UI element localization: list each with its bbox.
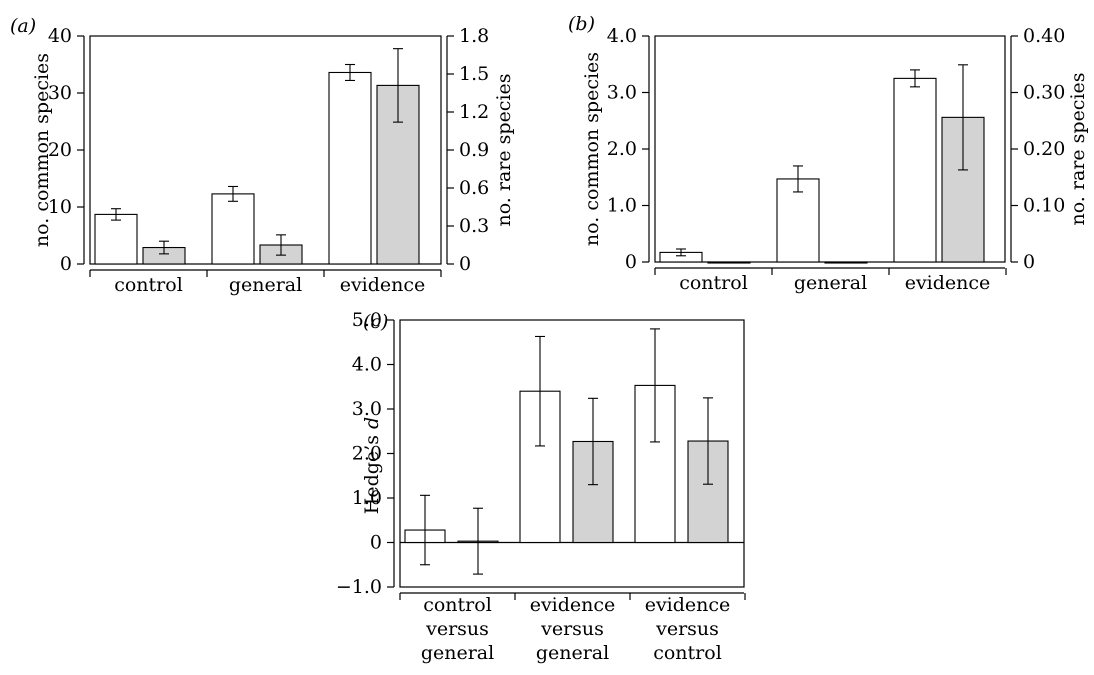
- panel-b-right-tick-label: 0: [1023, 251, 1035, 273]
- panel-c-label: (c): [363, 311, 388, 333]
- panel-a-right-tick-label: 1.8: [459, 25, 489, 47]
- panel-a-right-tick-label: 0: [459, 253, 471, 275]
- panel-b-bar: [824, 261, 868, 264]
- panel-c-frame: [399, 319, 745, 588]
- panel-b-left-tick-label: 4.0: [607, 25, 637, 47]
- panel-b-bar: [776, 178, 820, 263]
- panel-a-right-tick-label: 1.5: [459, 63, 489, 85]
- panel-c-category-label: versus: [540, 618, 604, 640]
- panel-a-left-tick-label: 40: [48, 25, 72, 47]
- panel-b-bar: [707, 261, 751, 264]
- panel-a-right-tick-label: 0.9: [459, 139, 489, 161]
- panel-b-category-label: evidence: [905, 272, 991, 294]
- panel-a-category-label: evidence: [340, 274, 426, 296]
- panel-a-bar: [328, 71, 372, 265]
- panel-b-right-axis-title: no. rare species: [1067, 72, 1089, 225]
- panel-c-left-tick-label: 4.0: [352, 354, 382, 376]
- panel-b-category-label: general: [794, 272, 867, 294]
- panel-b-left-axis-title: no. common species: [581, 52, 603, 246]
- panel-c-left-tick-label: 5.0: [352, 309, 382, 331]
- panel-a-left-axis-title: no. common species: [31, 53, 53, 247]
- panel-c-category-label: general: [536, 642, 609, 664]
- panel-b-left-tick-label: 2.0: [607, 138, 637, 160]
- panel-c-category-label: general: [421, 642, 494, 664]
- panel-c-left-tick-label: 1.0: [352, 487, 382, 509]
- panel-a-left-tick-label: 20: [48, 139, 72, 161]
- panel-b-bar: [893, 77, 937, 263]
- panel-a-left-tick-label: 10: [48, 196, 72, 218]
- panel-a-right-tick-label: 0.6: [459, 177, 489, 199]
- panel-a-right-tick-label: 0.3: [459, 215, 489, 237]
- panel-c-category-label: versus: [655, 618, 719, 640]
- panel-b-right-tick-label: 0.20: [1023, 138, 1065, 160]
- panel-b-left-tick-label: 0: [625, 251, 637, 273]
- panel-c-category-label: versus: [425, 618, 489, 640]
- panel-a-category-label: control: [114, 274, 183, 296]
- panel-c-left-tick-label: −1.0: [336, 576, 382, 598]
- panel-c-y-axis-title: Hedge’s d: [361, 417, 383, 514]
- panel-c-left-tick-label: 3.0: [352, 398, 382, 420]
- panel-a-right-tick-label: 1.2: [459, 101, 489, 123]
- panel-c-left-tick-label: 0: [370, 532, 382, 554]
- panel-b-category-label: control: [679, 272, 748, 294]
- panel-b-right-tick-label: 0.30: [1023, 82, 1065, 104]
- panel-b-right-tick-label: 0.10: [1023, 195, 1065, 217]
- panel-a-left-tick-label: 30: [48, 82, 72, 104]
- panel-a-bar: [211, 193, 255, 265]
- panel-a-label: (a): [10, 15, 36, 37]
- panel-b-label: (b): [568, 13, 595, 35]
- panel-a-category-label: general: [229, 274, 302, 296]
- panel-c-category-label: evidence: [645, 594, 731, 616]
- panel-b-right-tick-label: 0.40: [1023, 25, 1065, 47]
- panel-b-left-tick-label: 1.0: [607, 195, 637, 217]
- panel-a-bar: [94, 213, 138, 265]
- panel-c-category-label: control: [423, 594, 492, 616]
- panel-a-right-axis-title: no. rare species: [493, 73, 515, 226]
- panel-b-left-tick-label: 3.0: [607, 82, 637, 104]
- panel-c-category-label: control: [653, 642, 722, 664]
- panel-c-left-tick-label: 2.0: [352, 443, 382, 465]
- panel-c-category-label: evidence: [530, 594, 616, 616]
- panel-a-left-tick-label: 0: [60, 253, 72, 275]
